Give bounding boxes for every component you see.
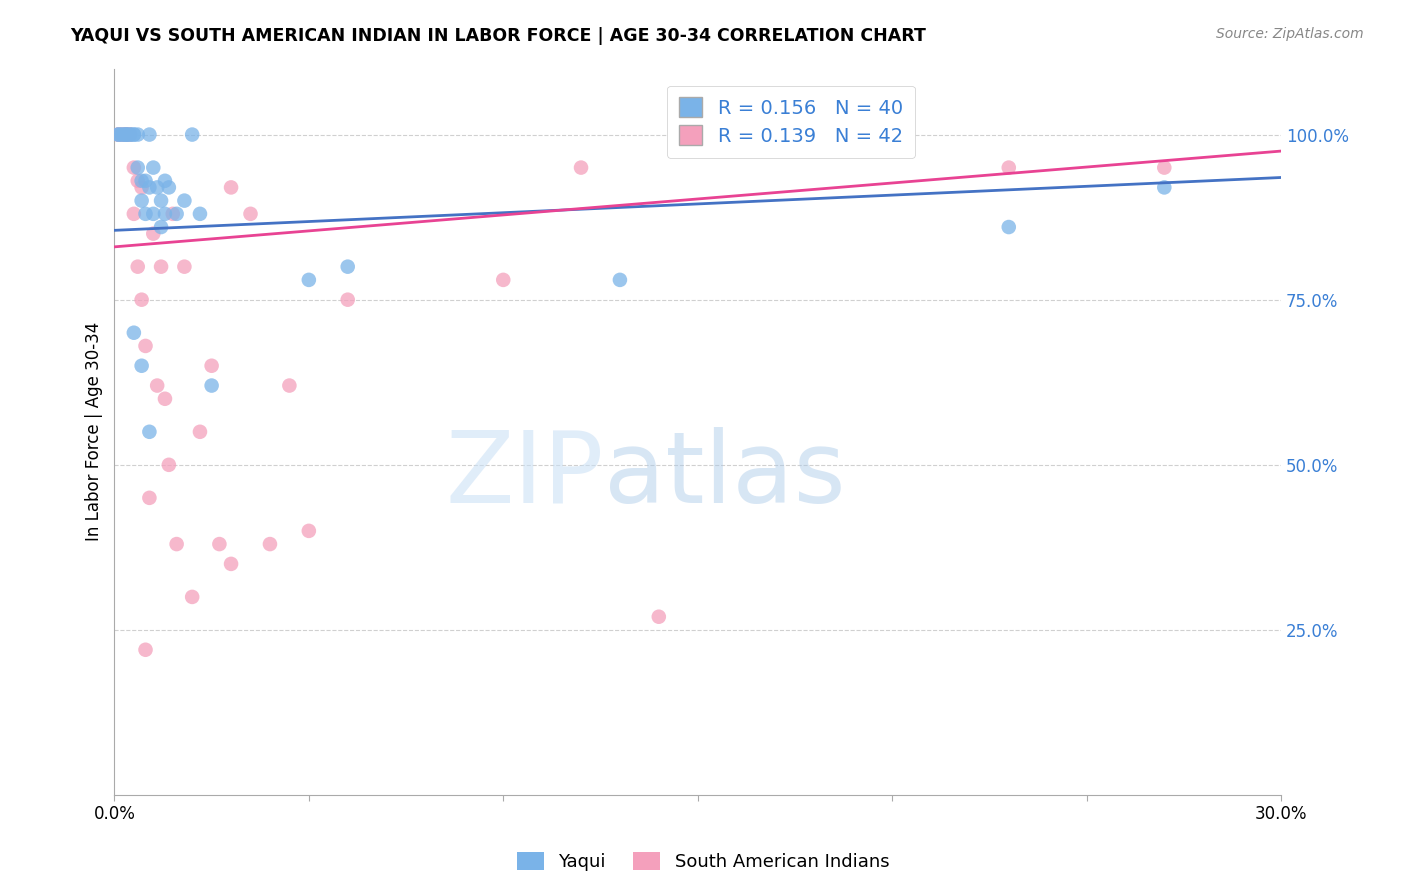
Point [298, 524, 321, 538]
Point [115, 128, 138, 142]
Point [162, 207, 184, 221]
Point [569, 161, 592, 175]
Point [127, 174, 149, 188]
Point [201, 359, 224, 373]
Point [278, 378, 301, 392]
Point [134, 339, 156, 353]
Point [609, 273, 631, 287]
Point [107, 128, 129, 142]
Point [138, 425, 160, 439]
Point [107, 128, 129, 142]
Point [201, 378, 224, 392]
Point [138, 180, 160, 194]
Point [208, 537, 231, 551]
Point [127, 260, 149, 274]
Point [181, 590, 204, 604]
Point [142, 161, 165, 175]
Point [336, 260, 359, 274]
Point [118, 128, 141, 142]
Point [188, 207, 211, 221]
Point [146, 180, 169, 194]
Point [111, 128, 134, 142]
Point [138, 491, 160, 505]
Point [648, 609, 671, 624]
Point [115, 128, 138, 142]
Point [127, 128, 149, 142]
Point [134, 174, 156, 188]
Point [166, 207, 188, 221]
Point [134, 207, 156, 221]
Point [107, 128, 129, 142]
Point [153, 392, 176, 406]
Text: ZIP: ZIP [446, 427, 605, 524]
Point [188, 425, 211, 439]
Point [134, 642, 156, 657]
Text: Source: ZipAtlas.com: Source: ZipAtlas.com [1216, 27, 1364, 41]
Point [111, 128, 134, 142]
Point [111, 128, 134, 142]
Point [1153, 180, 1175, 194]
Point [150, 194, 173, 208]
Text: atlas: atlas [605, 427, 846, 524]
Point [131, 359, 153, 373]
Point [131, 174, 153, 188]
Point [115, 128, 138, 142]
Point [122, 161, 145, 175]
Point [997, 220, 1019, 235]
Point [166, 537, 188, 551]
Point [219, 180, 242, 194]
Point [150, 220, 173, 235]
Point [122, 207, 145, 221]
Point [115, 128, 138, 142]
Point [122, 128, 145, 142]
Point [131, 293, 153, 307]
Legend: R = 0.156   N = 40, R = 0.139   N = 42: R = 0.156 N = 40, R = 0.139 N = 42 [668, 86, 915, 158]
Point [336, 293, 359, 307]
Point [150, 260, 173, 274]
Point [142, 207, 165, 221]
Point [173, 194, 195, 208]
Point [298, 273, 321, 287]
Point [118, 128, 141, 142]
Point [118, 128, 141, 142]
Point [153, 207, 176, 221]
Point [115, 128, 138, 142]
Point [492, 273, 515, 287]
Point [131, 194, 153, 208]
Point [153, 174, 176, 188]
Point [219, 557, 242, 571]
Text: YAQUI VS SOUTH AMERICAN INDIAN IN LABOR FORCE | AGE 30-34 CORRELATION CHART: YAQUI VS SOUTH AMERICAN INDIAN IN LABOR … [70, 27, 927, 45]
Point [173, 260, 195, 274]
Point [115, 128, 138, 142]
Point [138, 128, 160, 142]
Y-axis label: In Labor Force | Age 30-34: In Labor Force | Age 30-34 [86, 322, 103, 541]
Point [131, 180, 153, 194]
Legend: Yaqui, South American Indians: Yaqui, South American Indians [509, 845, 897, 879]
Point [122, 326, 145, 340]
Point [239, 207, 262, 221]
Point [111, 128, 134, 142]
Point [118, 128, 141, 142]
Point [127, 161, 149, 175]
Point [259, 537, 281, 551]
Point [997, 161, 1019, 175]
Point [157, 458, 180, 472]
Point [122, 128, 145, 142]
Point [181, 128, 204, 142]
Point [146, 378, 169, 392]
Point [1153, 161, 1175, 175]
Point [157, 180, 180, 194]
Point [142, 227, 165, 241]
Point [107, 128, 129, 142]
